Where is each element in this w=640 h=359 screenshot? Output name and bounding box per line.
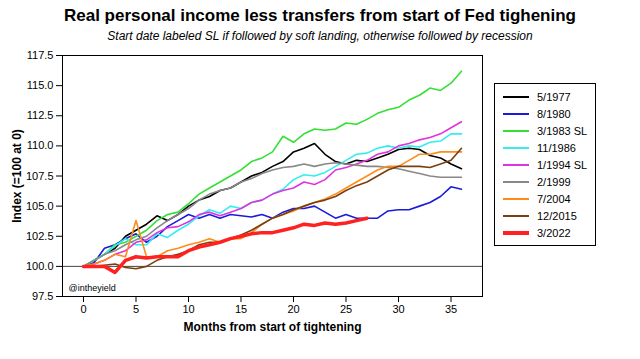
- html-text:7/2004: 7/2004: [537, 192, 571, 205]
- svg-text:Months from start of tightenin: Months from start of tightening: [184, 320, 362, 334]
- svg-text:25: 25: [340, 303, 352, 315]
- svg-text:107.5: 107.5: [26, 170, 54, 182]
- html-text:5/1977: 5/1977: [537, 90, 571, 103]
- svg-text:5: 5: [133, 303, 139, 315]
- svg-text:112.5: 112.5: [27, 109, 54, 121]
- svg-text:Index (=100 at 0): Index (=100 at 0): [10, 129, 24, 223]
- svg-text:100.0: 100.0: [26, 260, 54, 272]
- svg-text:105.0: 105.0: [26, 200, 54, 212]
- html-text:12/2015: 12/2015: [537, 209, 577, 222]
- svg-text:97.5: 97.5: [32, 290, 53, 302]
- svg-text:35: 35: [445, 303, 457, 315]
- svg-text:20: 20: [287, 303, 299, 315]
- svg-text:@intheyield: @intheyield: [69, 283, 116, 293]
- svg-text:102.5: 102.5: [26, 230, 54, 242]
- svg-text:30: 30: [392, 303, 404, 315]
- svg-text:115.0: 115.0: [27, 79, 54, 91]
- svg-text:110.0: 110.0: [27, 139, 54, 151]
- html-text:8/1980: 8/1980: [537, 107, 571, 120]
- svg-text:0: 0: [80, 303, 86, 315]
- svg-text:15: 15: [235, 303, 247, 315]
- html-text:11/1986: 11/1986: [537, 141, 576, 154]
- html-text:1/1994 SL: 1/1994 SL: [537, 158, 588, 171]
- html-text:Start date labeled SL if follo: Start date labeled SL if followed by sof…: [107, 29, 533, 43]
- html-text:3/1983 SL: 3/1983 SL: [537, 124, 588, 137]
- svg-text:117.5: 117.5: [27, 49, 54, 61]
- svg-text:10: 10: [182, 303, 194, 315]
- html-text:3/2022: 3/2022: [537, 226, 571, 239]
- html-text:Real personal income less tran: Real personal income less transfers from…: [64, 6, 576, 25]
- html-text:2/1999: 2/1999: [537, 175, 571, 188]
